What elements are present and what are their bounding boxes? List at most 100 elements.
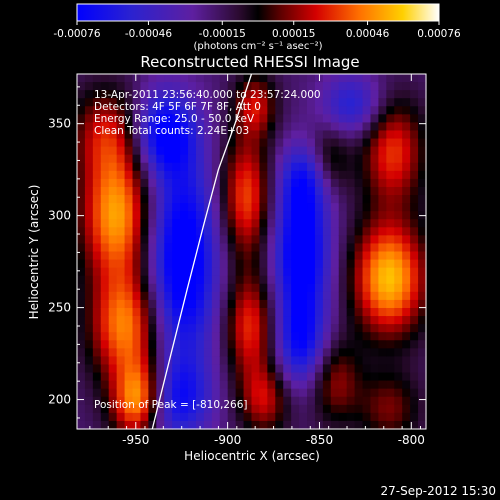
heatmap-cell <box>116 420 126 430</box>
heatmap-cell <box>140 243 149 253</box>
heatmap-cell <box>243 195 253 204</box>
heatmap-cell <box>164 114 173 124</box>
heatmap-cell <box>275 380 284 390</box>
heatmap-cell <box>156 299 165 309</box>
heatmap-cell <box>378 299 387 309</box>
heatmap-cell <box>362 388 372 398</box>
heatmap-cell <box>418 186 427 196</box>
heatmap-cell <box>219 178 229 188</box>
heatmap-cell <box>354 299 364 309</box>
heatmap-cell <box>148 380 157 390</box>
heatmap-cell <box>235 332 245 341</box>
heatmap-cell <box>330 380 340 390</box>
heatmap-cell <box>251 114 261 124</box>
heatmap-cell <box>307 219 316 228</box>
heatmap-cell <box>108 178 118 188</box>
heatmap-cell <box>235 340 245 349</box>
heatmap-cell <box>314 307 324 317</box>
heatmap-cell <box>227 114 237 124</box>
heatmap-cell <box>307 404 316 414</box>
heatmap-cell <box>188 122 197 132</box>
heatmap-cell <box>362 412 372 422</box>
heatmap-cell <box>283 340 292 349</box>
heatmap-cell <box>140 291 149 301</box>
heatmap-cell <box>330 283 340 293</box>
heatmap-cell <box>132 332 142 341</box>
heatmap-cell <box>211 299 221 309</box>
heatmap-cell <box>410 372 419 382</box>
heatmap-cell <box>116 74 126 83</box>
heatmap-cell <box>354 396 364 406</box>
heatmap-cell <box>84 356 94 366</box>
heatmap-cell <box>330 195 340 204</box>
heatmap-cell <box>386 130 395 140</box>
heatmap-cell <box>259 162 268 172</box>
heatmap-cell <box>116 82 126 91</box>
heatmap-cell <box>211 178 221 188</box>
heatmap-cell <box>77 195 86 204</box>
heatmap-cell <box>195 420 205 430</box>
heatmap-cell <box>84 267 94 277</box>
heatmap-cell <box>330 356 340 366</box>
heatmap-cell <box>354 267 364 277</box>
heatmap-cell <box>386 420 395 430</box>
heatmap-cell <box>211 162 221 172</box>
heatmap-cell <box>386 299 395 309</box>
heatmap-cell <box>203 324 213 333</box>
heatmap-cell <box>291 146 300 156</box>
heatmap-cell <box>132 396 142 406</box>
heatmap-cell <box>235 388 245 398</box>
heatmap-cell <box>259 251 268 261</box>
heatmap-cell <box>410 138 419 148</box>
heatmap-cell <box>259 307 268 317</box>
heatmap-cell <box>156 251 165 261</box>
heatmap-cell <box>203 307 213 317</box>
heatmap-cell <box>299 219 308 228</box>
heatmap-cell <box>283 316 292 325</box>
heatmap-cell <box>362 267 372 277</box>
heatmap-cell <box>362 348 372 357</box>
heatmap-cell <box>291 243 300 253</box>
heatmap-cell <box>314 90 324 99</box>
heatmap-cell <box>362 259 372 269</box>
heatmap-cell <box>299 235 308 245</box>
heatmap-cell <box>259 178 268 188</box>
heatmap-cell <box>124 74 134 83</box>
heatmap-cell <box>211 404 221 414</box>
heatmap-cell <box>410 211 419 220</box>
heatmap-cell <box>338 324 348 333</box>
heatmap-cell <box>164 106 173 115</box>
heatmap-cell <box>283 259 292 269</box>
heatmap-cell <box>108 98 118 107</box>
heatmap-cell <box>227 372 237 382</box>
heatmap-cell <box>314 299 324 309</box>
heatmap-cell <box>188 74 197 83</box>
heatmap-cell <box>402 74 411 83</box>
heatmap-cell <box>235 412 245 422</box>
heatmap-cell <box>418 388 427 398</box>
heatmap-cell <box>354 114 364 124</box>
heatmap-cell <box>195 299 205 309</box>
heatmap-cell <box>370 114 380 124</box>
heatmap-cell <box>346 227 356 236</box>
heatmap-cell <box>330 251 340 261</box>
limb-line <box>151 73 253 430</box>
heatmap-cell <box>338 130 348 140</box>
heatmap-cell <box>322 372 332 382</box>
heatmap-cell <box>195 332 205 341</box>
heatmap-cell <box>291 420 300 430</box>
heatmap-cell <box>299 420 308 430</box>
heatmap-cell <box>132 162 142 172</box>
heatmap-cell <box>362 178 372 188</box>
heatmap-cell <box>124 291 134 301</box>
heatmap-cell <box>299 283 308 293</box>
heatmap-cell <box>251 332 261 341</box>
heatmap-cell <box>84 348 94 357</box>
heatmap-cell <box>132 380 142 390</box>
heatmap-cell <box>283 356 292 366</box>
heatmap-cell <box>116 227 126 236</box>
heatmap-cell <box>307 291 316 301</box>
heatmap-cell <box>370 396 380 406</box>
heatmap-cell <box>180 380 189 390</box>
heatmap-cell <box>132 154 142 164</box>
